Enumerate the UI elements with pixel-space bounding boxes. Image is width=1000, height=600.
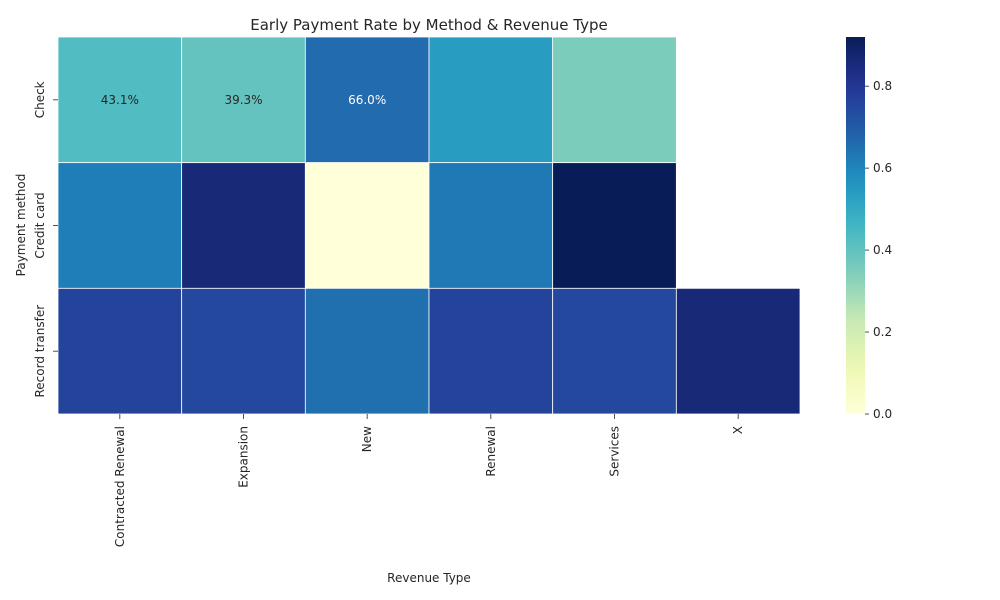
heatmap-cells bbox=[57, 36, 801, 415]
colorbar-tick-label: 0.2 bbox=[873, 325, 892, 339]
y-tick-label: Check bbox=[33, 81, 47, 118]
heatmap-cell bbox=[304, 162, 430, 289]
colorbar-tick-label: 0.6 bbox=[873, 161, 892, 175]
x-tick-label: X bbox=[731, 426, 745, 434]
x-tick-label: Expansion bbox=[237, 426, 251, 488]
heatmap-cell bbox=[181, 36, 306, 164]
y-tick-label: Record transfer bbox=[33, 305, 47, 398]
heatmap-cell bbox=[428, 287, 554, 415]
x-tick-label: Contracted Renewal bbox=[113, 426, 127, 547]
heatmap-cell bbox=[675, 287, 801, 415]
heatmap-cell bbox=[428, 162, 554, 289]
colorbar-tick-label: 0.0 bbox=[873, 407, 892, 421]
heatmap-cell bbox=[57, 36, 183, 164]
colorbar-tick-label: 0.4 bbox=[873, 243, 892, 257]
chart-title: Early Payment Rate by Method & Revenue T… bbox=[250, 16, 607, 34]
colorbar: 0.0 0.2 0.4 0.6 0.8 bbox=[846, 37, 892, 421]
heatmap-cell bbox=[181, 162, 306, 289]
heatmap-cell bbox=[552, 162, 677, 289]
heatmap-cell-labels: 43.1% 39.3% 66.0% bbox=[101, 93, 386, 107]
x-tick-label: Renewal bbox=[484, 426, 498, 477]
y-axis-label: Payment method bbox=[14, 174, 28, 277]
heatmap-cell-label: 43.1% bbox=[101, 93, 139, 107]
heatmap-cell-label: 66.0% bbox=[348, 93, 386, 107]
colorbar-tick-label: 0.8 bbox=[873, 79, 892, 93]
heatmap-cell bbox=[57, 162, 183, 289]
x-tick-label: New bbox=[360, 426, 374, 452]
heatmap-cell bbox=[552, 287, 677, 415]
x-axis-ticks: Contracted Renewal Expansion New Renewal Ser… bbox=[113, 414, 745, 547]
y-axis-ticks: Check Credit card Record transfer bbox=[33, 81, 58, 398]
x-tick-label: Services bbox=[608, 426, 622, 477]
heatmap-cell bbox=[304, 287, 430, 415]
heatmap-cell bbox=[304, 36, 430, 164]
colorbar-gradient bbox=[846, 37, 865, 414]
heatmap-cell-label: 39.3% bbox=[224, 93, 262, 107]
heatmap-cell bbox=[552, 36, 677, 164]
heatmap-cell bbox=[181, 287, 306, 415]
heatmap-cell bbox=[428, 36, 554, 164]
y-tick-label: Credit card bbox=[33, 192, 47, 258]
heatmap-cell bbox=[57, 287, 183, 415]
x-axis-label: Revenue Type bbox=[387, 571, 471, 585]
